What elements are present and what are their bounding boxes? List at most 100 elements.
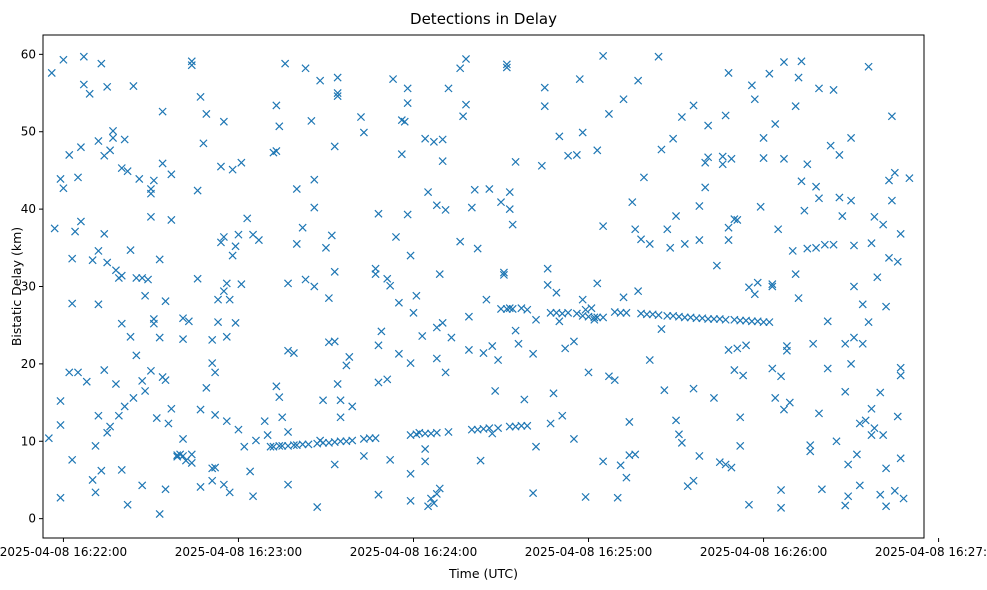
data-point-x-marker [569,337,578,346]
data-point-x-marker [861,416,870,425]
data-point-x-marker [704,153,713,162]
data-point-x-marker [438,135,447,144]
data-point-x-marker [301,64,310,73]
data-point-x-marker [371,264,380,273]
data-point-x-marker [870,212,879,221]
data-point-x-marker [899,494,908,503]
data-point-x-marker [432,354,441,363]
data-point-x-marker [409,308,418,317]
data-point-x-marker [689,384,698,393]
data-point-x-marker [870,424,879,433]
data-point-x-marker [893,257,902,266]
data-point-x-marker [654,52,663,61]
data-point-x-marker [237,158,246,167]
data-point-x-marker [65,368,74,377]
data-point-x-marker [284,346,293,355]
data-point-x-marker [103,82,112,91]
data-point-x-marker [718,160,727,169]
data-point-x-marker [599,457,608,466]
data-point-x-marker [759,318,768,327]
data-point-x-marker [887,112,896,121]
data-point-x-marker [383,274,392,283]
data-point-x-marker [619,293,628,302]
y-tick-label: 60 [21,47,36,61]
data-point-x-marker [499,268,508,277]
data-point-x-marker [587,304,596,313]
data-point-x-marker [631,225,640,234]
data-point-x-marker [73,173,83,182]
data-point-x-marker [406,469,415,478]
data-point-x-marker [187,458,196,467]
data-point-x-marker [508,220,517,229]
data-point-x-marker [459,112,468,121]
data-point-x-marker [499,270,508,279]
data-point-x-marker [120,402,129,411]
data-point-x-marker [208,335,217,344]
data-point-x-marker [281,59,290,68]
data-point-x-marker [724,345,733,354]
data-point-x-marker [400,117,409,126]
data-point-x-marker [85,89,94,98]
data-point-x-marker [141,291,150,300]
data-point-x-marker [803,244,812,253]
data-point-x-marker [520,395,529,404]
data-point-x-marker [79,52,88,61]
data-point-x-marker [564,151,573,160]
data-point-x-marker [56,493,65,502]
data-point-x-marker [584,368,593,377]
data-point-x-marker [814,194,824,203]
data-point-x-marker [779,405,788,414]
data-point-x-marker [179,434,188,443]
data-point-x-marker [467,203,476,212]
data-point-x-marker [123,167,132,176]
data-point-x-marker [721,315,730,324]
data-point-x-marker [441,205,450,214]
data-point-x-marker [219,480,228,489]
data-point-x-marker [701,158,710,167]
data-point-x-marker [742,341,751,350]
data-point-x-marker [788,246,797,255]
data-point-x-marker [549,389,558,398]
data-point-x-marker [146,212,155,221]
data-point-x-marker [120,135,129,144]
data-point-x-marker [569,434,578,443]
data-point-x-marker [517,304,526,313]
data-point-x-marker [835,150,844,159]
data-point-x-marker [278,441,287,450]
data-point-x-marker [884,253,894,262]
data-point-x-marker [167,170,176,179]
data-point-x-marker [692,314,701,323]
data-point-x-marker [759,133,768,142]
data-point-x-marker [225,488,234,497]
data-point-x-marker [106,146,115,155]
data-point-x-marker [777,372,786,381]
data-point-x-marker [829,85,838,94]
x-tick-label: 2025-04-08 16:27:00 [875,545,987,559]
data-points [44,51,914,519]
data-point-x-marker [806,447,815,456]
data-point-x-marker [345,352,354,361]
data-point-x-marker [882,464,891,473]
data-point-x-marker [765,318,774,327]
data-point-x-marker [812,243,821,252]
data-point-x-marker [689,101,698,110]
data-point-x-marker [622,473,631,482]
y-tick-label: 0 [28,512,36,526]
data-point-x-marker [79,80,88,89]
data-point-x-marker [438,318,447,327]
data-point-x-marker [97,466,106,475]
data-point-x-marker [814,84,824,93]
data-point-x-marker [50,224,59,233]
data-point-x-marker [844,460,853,469]
data-point-x-marker [275,393,284,402]
data-point-x-marker [680,239,689,248]
data-point-x-marker [216,238,225,247]
data-point-x-marker [494,355,503,365]
data-point-x-marker [771,393,780,402]
data-point-x-marker [768,282,777,291]
data-point-x-marker [94,411,103,420]
data-point-x-marker [155,509,164,519]
data-point-x-marker [117,164,126,173]
data-point-x-marker [727,154,736,163]
data-point-x-marker [231,318,240,327]
